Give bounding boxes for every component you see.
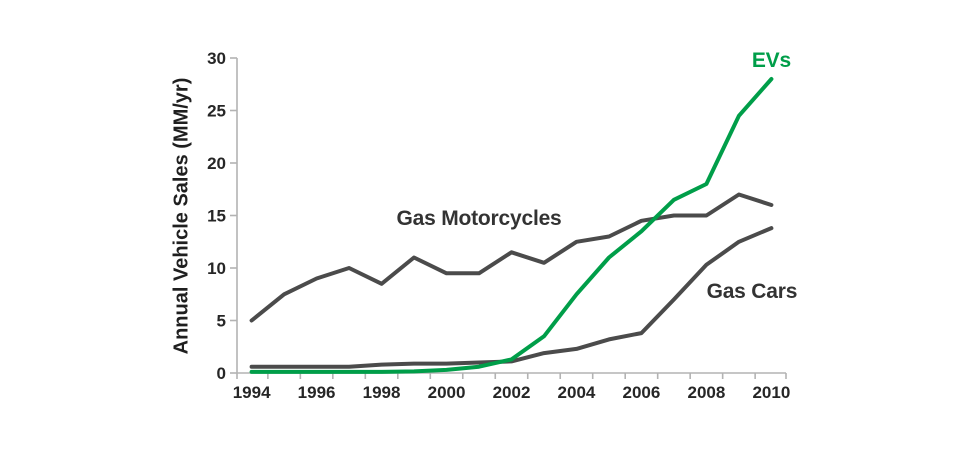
- series-line-gas-motorcycles: [249, 192, 774, 323]
- series-label-evs: EVs: [751, 49, 791, 73]
- x-tick-label: 1994: [233, 383, 271, 402]
- y-tick-label: 20: [207, 154, 226, 173]
- y-axis-title: Annual Vehicle Sales (MM/yr): [170, 77, 193, 355]
- series-label-gas-cars: Gas Cars: [706, 280, 798, 304]
- x-tick-label: 1998: [363, 383, 401, 402]
- y-tick-label: 25: [207, 102, 226, 121]
- series-label-gas-motorcycles: Gas Motorcycles: [396, 206, 562, 230]
- x-tick-label: 1996: [298, 383, 336, 402]
- x-tick-label: 2002: [493, 383, 531, 402]
- y-tick-label: 10: [207, 259, 226, 278]
- series-line-evs: [249, 77, 774, 374]
- x-tick-label: 2000: [428, 383, 466, 402]
- y-tick-label: 5: [217, 312, 226, 331]
- series-line-gas-cars: [249, 226, 774, 369]
- x-tick-label: 2006: [623, 383, 661, 402]
- y-tick-label: 30: [207, 49, 226, 68]
- x-tick-label: 2008: [687, 383, 725, 402]
- x-tick-label: 2010: [752, 383, 790, 402]
- y-tick-label: 0: [217, 364, 226, 383]
- x-tick-label: 2004: [558, 383, 596, 402]
- y-tick-label: 15: [207, 207, 226, 226]
